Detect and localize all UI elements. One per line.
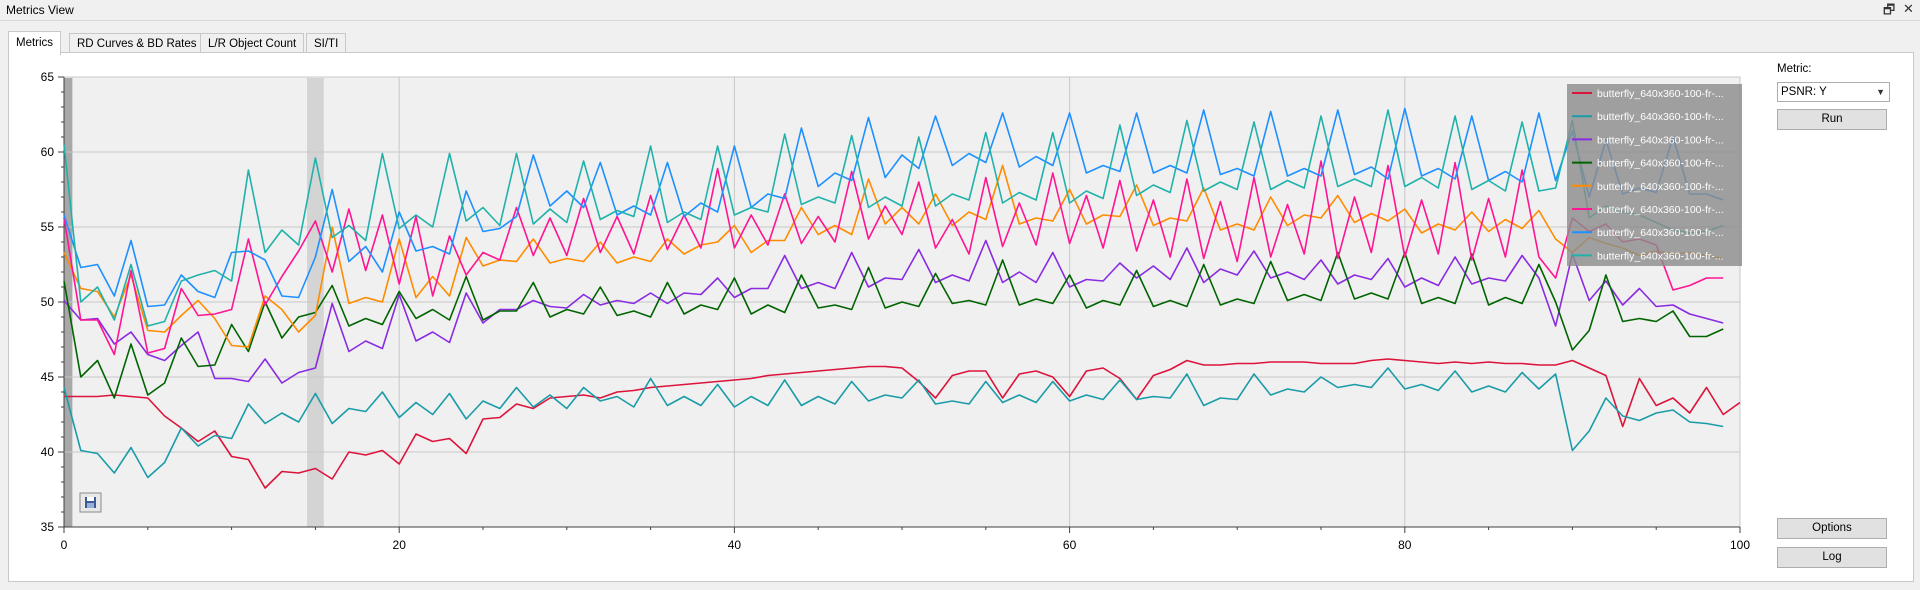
legend-entry: butterfly_640x360-100-fr-... — [1597, 227, 1724, 239]
legend-entry: butterfly_640x360-100-fr-... — [1597, 250, 1724, 262]
tab-si-ti[interactable]: SI/TI — [306, 33, 347, 54]
options-button[interactable]: Options — [1777, 518, 1887, 539]
series-line-7 — [63, 107, 1724, 308]
legend-entry: butterfly_640x360-100-fr-... — [1597, 88, 1724, 100]
y-tick-label: 60 — [41, 145, 55, 159]
tab-metrics[interactable]: Metrics — [8, 31, 62, 55]
y-tick-label: 40 — [41, 445, 55, 459]
series-line-8 — [63, 109, 1724, 327]
x-tick-label: 80 — [1398, 538, 1412, 552]
y-tick-label: 50 — [41, 295, 55, 309]
x-tick-labels: 0 20 40 60 80 100 — [61, 538, 1751, 552]
tab-lr-object-count[interactable]: L/R Object Count — [200, 33, 305, 54]
legend-entry: butterfly_640x360-100-fr-... — [1597, 111, 1724, 123]
legend-entry: butterfly_640x360-100-fr-... — [1597, 181, 1724, 193]
y-tick-labels: 35 40 45 50 55 60 65 — [41, 70, 55, 534]
legend-entry: butterfly_640x360-100-fr-... — [1597, 204, 1724, 216]
legend-entry: butterfly_640x360-100-fr-... — [1597, 158, 1724, 170]
legend[interactable]: butterfly_640x360-100-fr-... butterfly_64… — [1567, 84, 1742, 266]
series-line-1 — [64, 358, 1741, 489]
grid-lines — [64, 76, 1741, 527]
x-tick-label: 20 — [393, 538, 407, 552]
metric-select[interactable]: PSNR: Y ▼ — [1777, 82, 1890, 102]
series-lines — [63, 107, 1741, 489]
x-tick-label: 100 — [1730, 538, 1750, 552]
window-title: Metrics View — [6, 3, 74, 17]
run-button[interactable]: Run — [1777, 109, 1887, 130]
x-tick-label: 60 — [1063, 538, 1077, 552]
legend-background — [1567, 84, 1742, 266]
close-icon[interactable]: ✕ — [1903, 1, 1914, 16]
x-tick-label: 0 — [61, 538, 68, 552]
y-tick-label: 55 — [41, 220, 55, 234]
metric-select-value: PSNR: Y — [1781, 86, 1827, 98]
legend-entry: butterfly_640x360-100-fr-... — [1597, 134, 1724, 146]
save-icon[interactable] — [79, 492, 102, 513]
series-line-2 — [63, 367, 1724, 479]
series-line-6 — [63, 160, 1724, 356]
series-line-5 — [63, 164, 1724, 348]
x-tick-label: 40 — [728, 538, 742, 552]
log-button[interactable]: Log — [1777, 547, 1887, 568]
metric-label: Metric: — [1777, 63, 1812, 75]
y-tick-label: 65 — [41, 70, 55, 84]
series-line-4 — [63, 251, 1724, 399]
y-tick-label: 35 — [41, 520, 55, 534]
series-line-3 — [63, 239, 1724, 384]
window-titlebar: Metrics View 🗗 ✕ — [0, 0, 1920, 21]
tick-marks — [58, 76, 1741, 533]
restore-icon[interactable]: 🗗 — [1883, 2, 1896, 17]
chevron-down-icon: ▼ — [1876, 87, 1885, 97]
y-tick-label: 45 — [41, 370, 55, 384]
